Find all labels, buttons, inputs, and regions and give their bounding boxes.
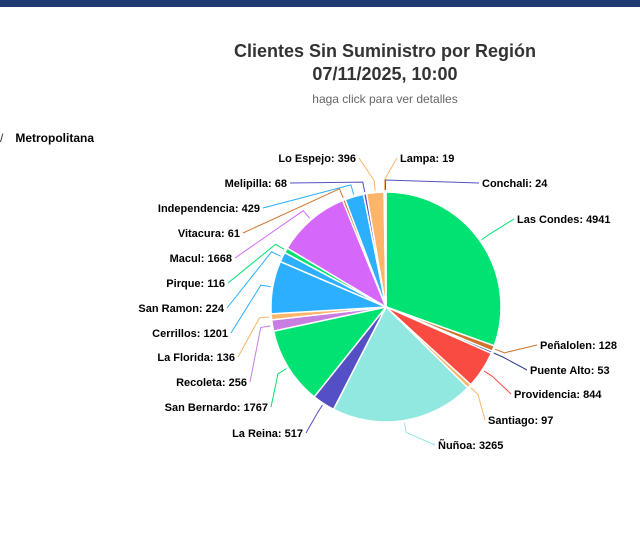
data-label-pirque[interactable]: Pirque: 116 — [166, 278, 225, 290]
pie-slice-nunoa[interactable] — [332, 305, 469, 423]
connector-la-florida — [237, 316, 270, 358]
connector-las-condes — [481, 218, 515, 241]
connector-puente-alto — [493, 352, 528, 371]
connector-lo-espejo — [358, 157, 376, 191]
data-label-santiago[interactable]: Santiago: 97 — [488, 415, 553, 427]
connector-cerrillos — [230, 284, 271, 334]
connector-melipilla — [289, 181, 366, 193]
connector-santiago — [470, 387, 486, 421]
connector-recoleta — [249, 325, 271, 383]
data-label-lo-espejo[interactable]: Lo Espejo: 396 — [278, 153, 356, 165]
data-label-la-reina[interactable]: La Reina: 517 — [232, 428, 303, 440]
data-label-puente-alto[interactable]: Puente Alto: 53 — [530, 365, 610, 377]
data-label-san-ramon[interactable]: San Ramon: 224 — [138, 303, 224, 315]
connector-nunoa — [404, 422, 436, 446]
pie-slice-conchali[interactable] — [384, 191, 387, 308]
data-label-melipilla[interactable]: Melipilla: 68 — [225, 178, 287, 190]
data-label-cerrillos[interactable]: Cerrillos: 1201 — [152, 328, 228, 340]
data-label-vitacura[interactable]: Vitacura: 61 — [178, 228, 240, 240]
data-label-conchali[interactable]: Conchali: 24 — [482, 178, 548, 190]
data-label-recoleta[interactable]: Recoleta: 256 — [176, 377, 247, 389]
breadcrumb: / Metropolitana — [0, 131, 94, 145]
connector-pirque — [227, 243, 285, 284]
data-label-penalolen[interactable]: Peñalolen: 128 — [540, 340, 617, 352]
connector-vitacura — [242, 188, 344, 234]
breadcrumb-current: Metropolitana — [15, 131, 95, 145]
pie-slice-las-condes[interactable] — [385, 191, 502, 347]
data-label-providencia[interactable]: Providencia: 844 — [514, 389, 602, 401]
data-label-macul[interactable]: Macul: 1668 — [170, 253, 232, 265]
data-label-lampa[interactable]: Lampa: 19 — [400, 153, 454, 165]
connector-san-bernardo — [270, 368, 287, 408]
data-label-las-condes[interactable]: Las Condes: 4941 — [517, 214, 611, 226]
pie-slice-san-bernardo[interactable] — [272, 305, 388, 398]
connector-macul — [234, 210, 311, 259]
connector-providencia — [483, 370, 512, 395]
connector-penalolen — [494, 344, 538, 354]
connector-san-ramon — [226, 251, 281, 309]
data-label-nunoa[interactable]: Ñuñoa: 3265 — [438, 439, 503, 452]
top-bar — [0, 0, 640, 7]
chart-title: Clientes Sin Suministro por Región — [233, 41, 537, 61]
pie-slice-macul[interactable] — [286, 199, 388, 309]
connector-independencia — [262, 184, 355, 209]
connector-la-reina — [305, 404, 323, 434]
chart-subtitle: haga click para ver detalles — [312, 92, 458, 106]
data-label-la-florida[interactable]: La Florida: 136 — [157, 352, 235, 364]
connector-lampa — [383, 157, 398, 191]
data-label-independencia[interactable]: Independencia: 429 — [158, 203, 260, 215]
connector-conchali — [384, 179, 480, 191]
data-label-san-bernardo[interactable]: San Bernardo: 1767 — [165, 402, 268, 414]
chart-timestamp: 07/11/2025, 10:00 — [312, 64, 458, 84]
breadcrumb-separator: / — [0, 131, 4, 145]
